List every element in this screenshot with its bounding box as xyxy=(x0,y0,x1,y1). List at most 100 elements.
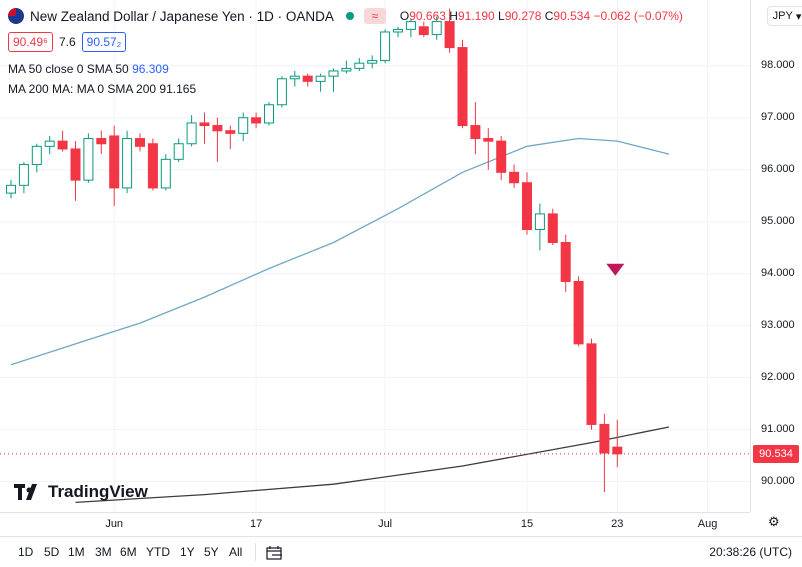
candle-body-39 xyxy=(509,171,520,184)
candle-body-3 xyxy=(44,140,55,147)
candle-body-17 xyxy=(225,130,236,134)
candle-body-33 xyxy=(431,21,442,36)
timeframe-button-1d[interactable]: 1D xyxy=(18,545,34,559)
candle-body-45 xyxy=(586,343,597,425)
candle-body-6 xyxy=(83,138,94,181)
price-tick-label-5: 95.000 xyxy=(761,214,795,227)
candle-body-0 xyxy=(6,184,16,194)
price-axis[interactable]: JPY ▾ 90.000 91.000 92.000 93.000 94.000 95.0… xyxy=(750,0,802,512)
candle-body-7 xyxy=(96,138,107,145)
candle-body-32 xyxy=(418,26,429,36)
candle-body-42 xyxy=(547,213,558,244)
bottom-toolbar: 1D 5D 1M 3M 6M YTD 1Y 5Y All 20:38:26 (UTC) xyxy=(0,536,802,567)
currency-button[interactable]: JPY ▾ xyxy=(767,6,802,26)
candle-body-1 xyxy=(18,164,29,186)
price-tick-label-6: 96.000 xyxy=(761,162,795,175)
price-tick-label-1: 91.000 xyxy=(761,422,795,435)
candle-body-46 xyxy=(599,423,610,454)
logo-text: TradingView xyxy=(48,482,148,501)
price-tick-label-2: 92.000 xyxy=(761,370,795,383)
market-status-dot[interactable] xyxy=(345,12,354,20)
time-axis[interactable]: Jun 17 Jul 15 23 Aug xyxy=(0,512,750,536)
candlestick-chart[interactable] xyxy=(0,0,750,512)
price-change: −0.062 (−0.07%) xyxy=(593,9,683,23)
currency-flag-icon xyxy=(8,8,24,24)
candle-body-22 xyxy=(289,75,300,80)
candle-body-37 xyxy=(483,138,494,142)
buy-button[interactable]: 90.57₂ xyxy=(81,32,127,52)
candle-body-28 xyxy=(367,60,378,64)
candle-body-34 xyxy=(444,21,455,49)
candle-body-21 xyxy=(276,78,287,106)
toolbar-separator xyxy=(255,543,256,561)
candle-body-27 xyxy=(354,62,365,69)
candle-body-18 xyxy=(238,117,249,134)
currency-label: JPY xyxy=(772,10,793,22)
time-tick-label-5: Aug xyxy=(697,518,718,530)
price-tick-label-4: 94.000 xyxy=(761,266,795,279)
timeframe-button-3m[interactable]: 3M xyxy=(95,545,112,559)
wave-icon[interactable]: ≈ xyxy=(363,8,386,24)
candle-body-44 xyxy=(573,280,584,345)
candle-body-24 xyxy=(315,75,326,82)
chevron-down-icon: ▾ xyxy=(795,10,802,23)
candle-body-4 xyxy=(57,140,68,150)
chart-area[interactable] xyxy=(0,0,750,512)
tradingview-logo-icon xyxy=(14,484,37,500)
timeframe-button-1y[interactable]: 1Y xyxy=(180,545,195,559)
candle-body-29 xyxy=(380,31,391,62)
candle-body-41 xyxy=(534,213,545,231)
time-tick-label-3: 15 xyxy=(520,518,534,530)
candle-body-9 xyxy=(122,138,133,189)
indicator-ma200[interactable]: MA 200 MA: MA 0 SMA 200 91.165 xyxy=(8,82,197,96)
candle-body-36 xyxy=(470,125,481,140)
candle-body-31 xyxy=(405,21,416,30)
candle-body-43 xyxy=(560,242,571,282)
timeframe-button-1m[interactable]: 1M xyxy=(68,545,85,559)
candle-body-40 xyxy=(522,182,532,231)
date-range-icon[interactable] xyxy=(266,545,284,561)
candle-body-20 xyxy=(264,104,274,124)
candle-body-12 xyxy=(160,158,171,189)
trade-buttons: 90.49⁶ 7.6 90.57₂ xyxy=(8,32,127,52)
candle-body-16 xyxy=(212,125,223,132)
candle-body-8 xyxy=(109,135,120,189)
timeframe-button-5d[interactable]: 5D xyxy=(44,545,60,559)
settings-gear-icon[interactable]: ⚙ xyxy=(768,514,780,529)
candle-body-13 xyxy=(173,143,184,160)
sell-button[interactable]: 90.49⁶ xyxy=(8,32,53,52)
time-tick-label-0: Jun xyxy=(105,518,124,530)
last-price-tag: 90.534 xyxy=(753,444,799,463)
candle-body-47 xyxy=(612,446,623,455)
time-tick-label-4: 23 xyxy=(611,518,624,530)
candle-body-11 xyxy=(147,143,158,189)
candle-body-10 xyxy=(135,138,145,147)
candle-body-26 xyxy=(341,67,352,72)
sell-signal-arrow-icon xyxy=(606,263,625,276)
ma50-line xyxy=(10,137,670,366)
timeframe-button-all[interactable]: All xyxy=(229,545,243,559)
price-tick-label-3: 93.000 xyxy=(761,318,795,331)
time-tick-label-2: Jul xyxy=(378,518,393,530)
timeframe-button-5y[interactable]: 5Y xyxy=(204,545,219,559)
timeframe-button-6m[interactable]: 6M xyxy=(120,545,137,559)
candle-body-38 xyxy=(496,140,507,173)
price-tick-label-0: 90.000 xyxy=(761,474,795,487)
symbol-title[interactable]: New Zealand Dollar / Japanese Yen · 1D ·… xyxy=(30,8,334,24)
candle-body-23 xyxy=(302,75,313,82)
candle-body-30 xyxy=(393,28,403,33)
timeframe-button-ytd[interactable]: YTD xyxy=(146,545,170,559)
candle-body-14 xyxy=(186,122,197,145)
ma200-line xyxy=(75,426,670,504)
candle-body-2 xyxy=(31,145,42,166)
candle-body-15 xyxy=(199,122,210,127)
ohlc-values: O90.663 H91.190 L90.278 C90.534 −0.062 (… xyxy=(399,9,683,23)
indicator-ma50[interactable]: MA 50 close 0 SMA 50 96.309 xyxy=(8,62,169,76)
tradingview-logo[interactable]: TradingView xyxy=(14,482,148,502)
candle-body-25 xyxy=(328,70,339,77)
chart-header: New Zealand Dollar / Japanese Yen · 1D ·… xyxy=(8,8,683,24)
clock[interactable]: 20:38:26 (UTC) xyxy=(709,545,792,559)
price-tick-label-7: 97.000 xyxy=(761,110,795,123)
candle-body-19 xyxy=(251,117,262,124)
price-tick-label-8: 98.000 xyxy=(761,58,795,71)
